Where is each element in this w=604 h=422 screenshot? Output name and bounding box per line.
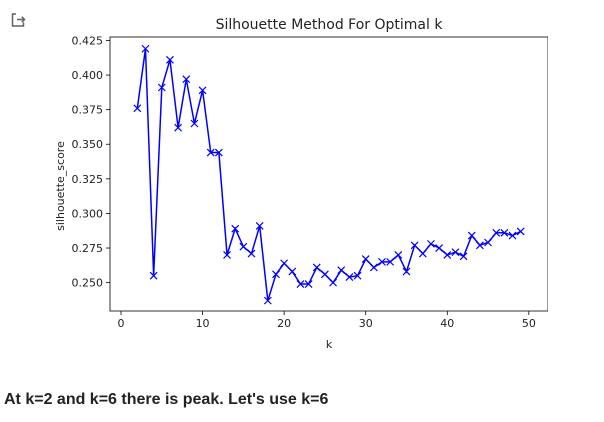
x-tick-label: 10: [196, 317, 210, 330]
data-point: [345, 273, 354, 282]
data-point: [255, 221, 264, 230]
series-line: [136, 48, 522, 301]
data-point: [484, 238, 492, 247]
data-point: [182, 75, 191, 84]
data-point: [451, 248, 460, 257]
y-tick-label: 0.300: [72, 207, 104, 220]
y-tick-label: 0.425: [72, 34, 104, 47]
data-point: [435, 244, 444, 252]
data-point: [410, 241, 419, 250]
x-tick-label: 40: [440, 317, 454, 330]
data-point: [247, 249, 256, 258]
y-tick-label: 0.400: [72, 69, 104, 82]
x-tick-label: 0: [118, 317, 125, 330]
data-point: [475, 241, 484, 250]
data-point: [214, 148, 223, 157]
data-point: [394, 251, 403, 259]
x-tick-label: 20: [277, 317, 291, 330]
chart-title: Silhouette Method For Optimal k: [216, 17, 444, 33]
data-point: [353, 271, 362, 280]
data-point: [492, 228, 501, 237]
data-point: [263, 296, 272, 305]
data-point: [500, 228, 509, 237]
data-point: [190, 119, 199, 128]
x-tick-label: 30: [359, 317, 373, 330]
data-point: [402, 267, 411, 276]
data-point: [288, 267, 297, 276]
data-point: [369, 263, 378, 272]
data-point: [337, 266, 346, 275]
data-point: [223, 251, 231, 259]
x-tick-label: 50: [522, 317, 536, 330]
data-point: [386, 257, 395, 266]
output-arrow-icon[interactable]: [10, 12, 26, 28]
data-point: [361, 255, 370, 264]
data-point: [141, 44, 150, 53]
data-point: [296, 280, 305, 288]
data-point: [166, 55, 174, 64]
y-tick-label: 0.375: [72, 104, 104, 117]
data-point: [418, 249, 427, 258]
data-point: [174, 123, 183, 132]
data-point: [149, 271, 158, 280]
y-tick-label: 0.325: [72, 173, 104, 186]
data-point: [280, 259, 289, 268]
y-tick-label: 0.275: [72, 242, 104, 255]
data-point: [329, 278, 338, 287]
data-point: [312, 263, 321, 272]
x-axis-label: k: [326, 338, 333, 351]
data-point: [198, 86, 207, 95]
data-point: [304, 280, 313, 288]
silhouette-chart: Silhouette Method For Optimal k silhouet…: [54, 17, 548, 351]
conclusion-text: At k=2 and k=6 there is peak. Let's use …: [4, 391, 329, 408]
y-tick-label: 0.350: [72, 138, 104, 151]
data-point: [239, 242, 248, 251]
data-point: [459, 252, 468, 261]
data-point: [427, 239, 435, 248]
data-point: [516, 227, 525, 236]
plot-frame: [109, 36, 548, 312]
data-point: [157, 83, 166, 92]
data-point: [378, 257, 386, 266]
data-point: [467, 231, 476, 240]
data-point: [443, 251, 452, 259]
data-point: [133, 104, 142, 113]
data-point: [206, 148, 215, 157]
data-point: [272, 270, 280, 279]
data-point: [508, 231, 517, 240]
y-tick-label: 0.250: [72, 277, 104, 290]
y-axis-label: silhouette_score: [54, 141, 67, 231]
data-point: [231, 224, 240, 233]
data-point: [320, 270, 329, 279]
